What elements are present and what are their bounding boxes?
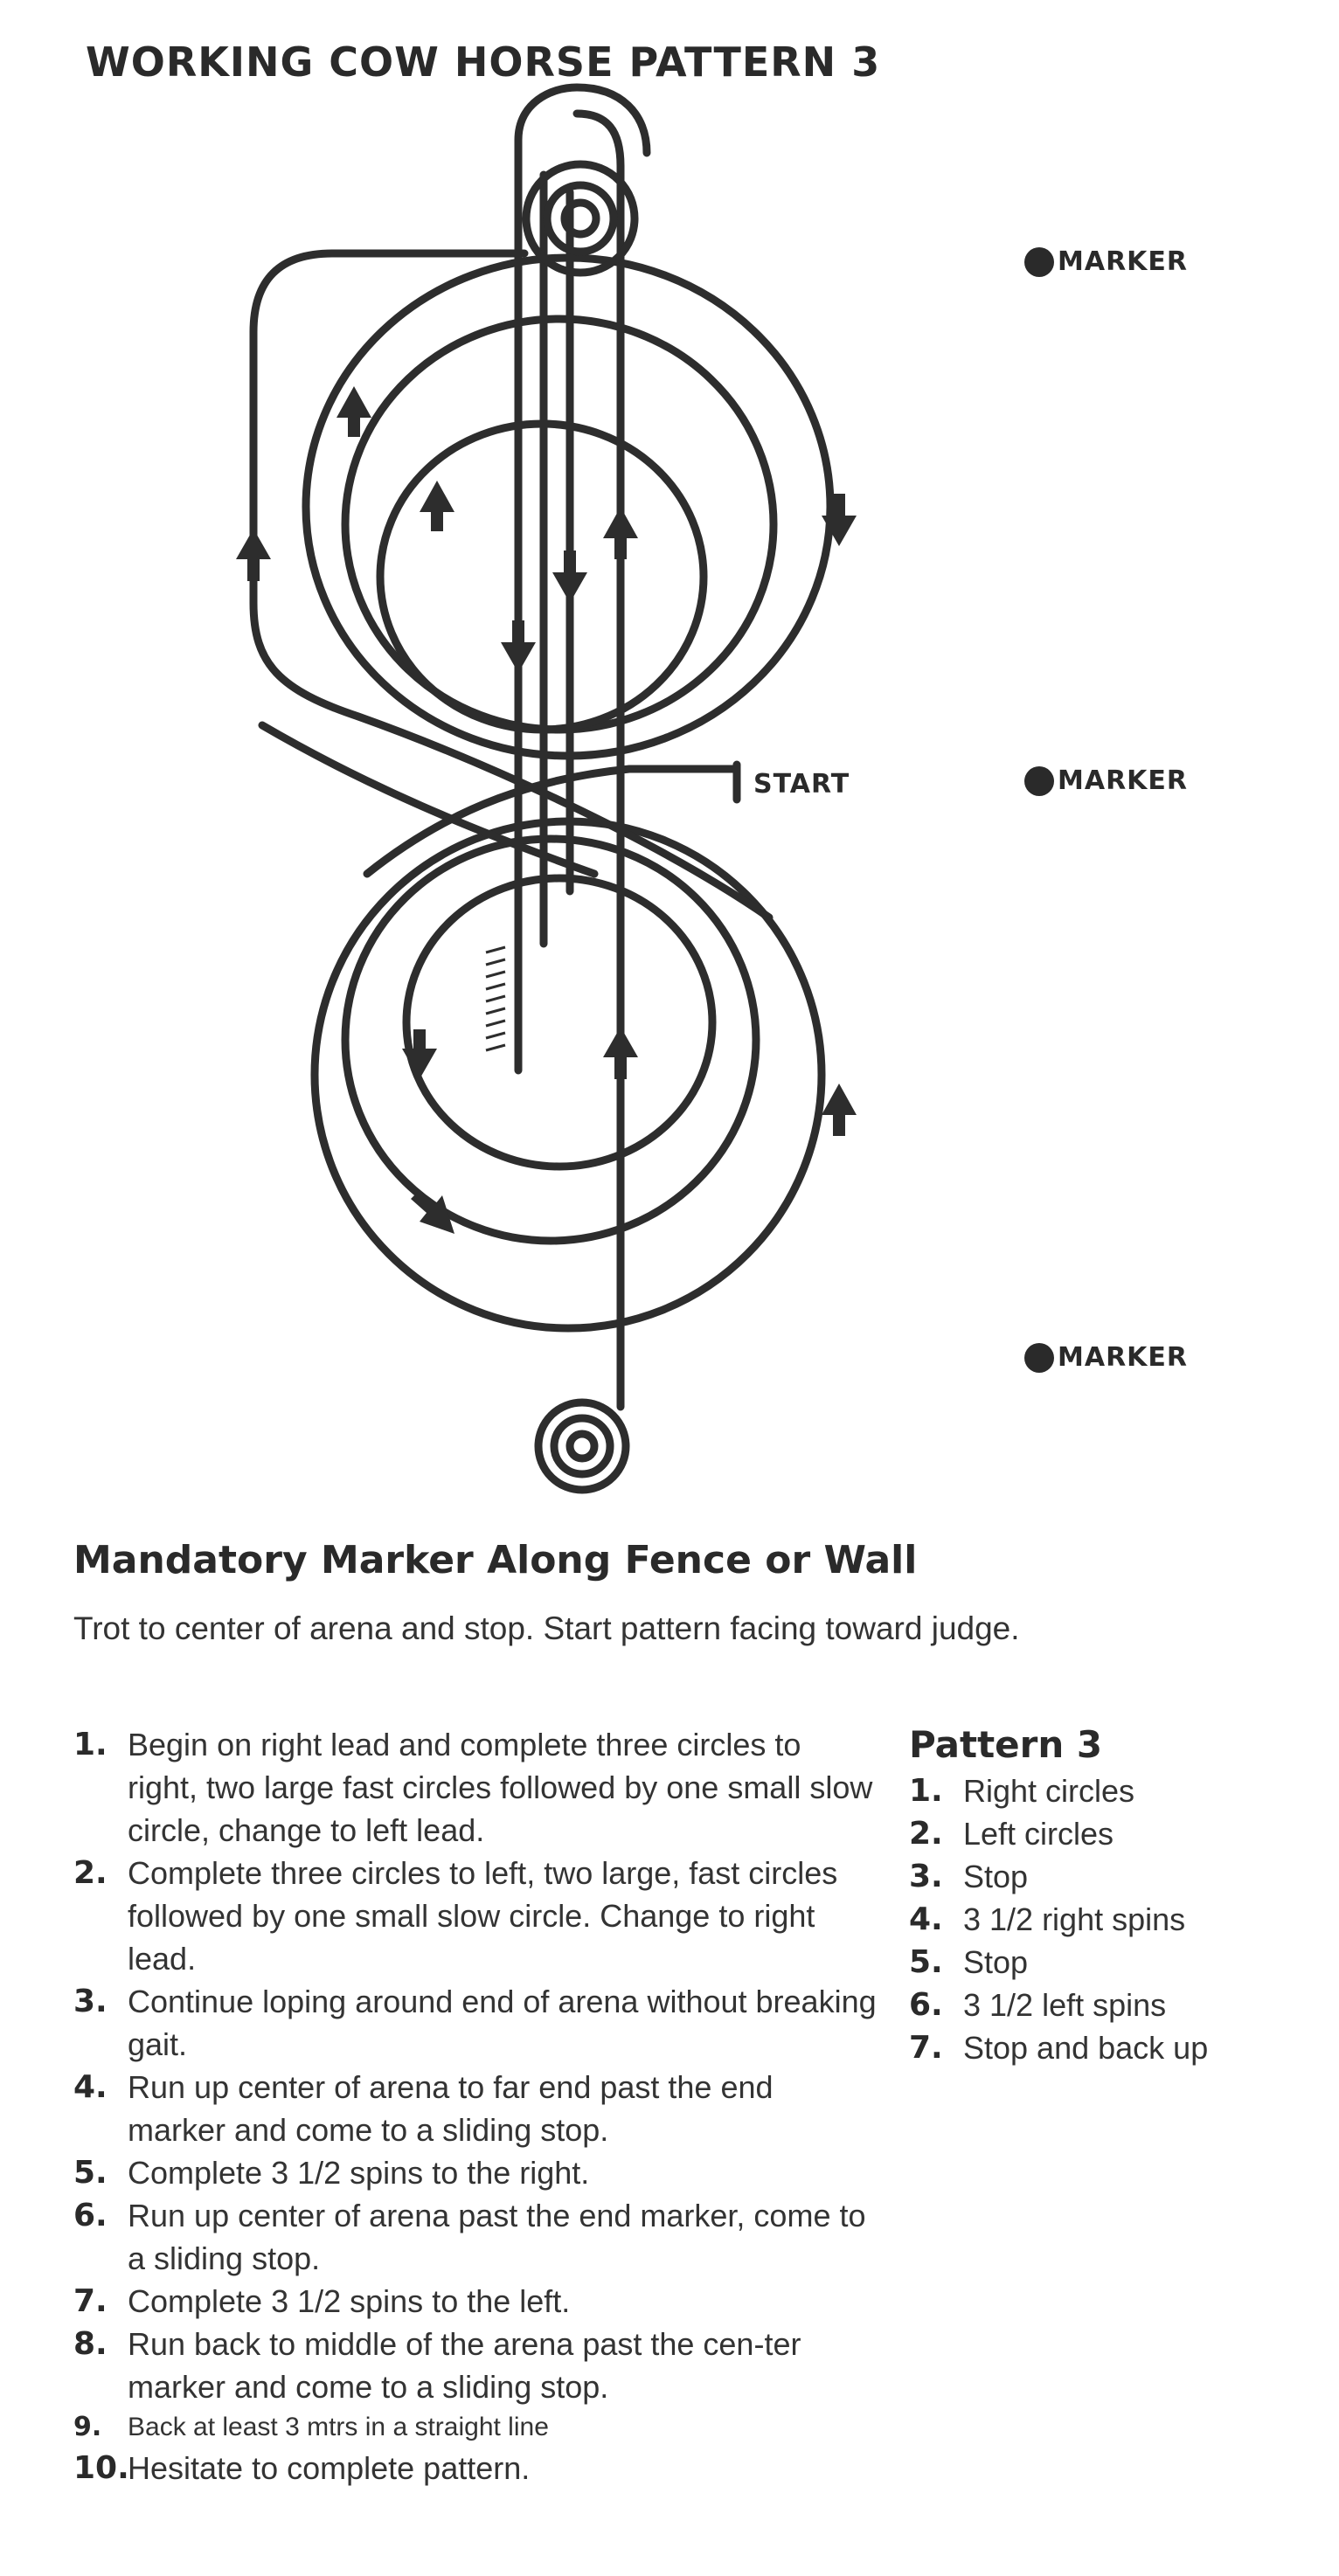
summary-number: 6.	[909, 1987, 943, 2023]
summary-number: 3.	[909, 1859, 943, 1894]
summary-text: 3 1/2 right spins	[963, 1901, 1186, 1937]
top-spin-circle-outer	[522, 160, 639, 277]
list-item: 1. Begin on right lead and complete three…	[73, 1723, 878, 1852]
step-number: 8.	[73, 2326, 108, 2362]
top-spin-circle-inner	[543, 181, 618, 256]
arrow-down-lower-left	[402, 1029, 437, 1079]
list-item: 5. Complete 3 1/2 spins to the right.	[73, 2151, 878, 2194]
summary-number: 1.	[909, 1773, 943, 1809]
list-item: 7. Complete 3 1/2 spins to the left.	[73, 2280, 878, 2323]
marker-dot-icon	[1024, 246, 1054, 277]
crossing-line-a	[363, 765, 739, 878]
page-title: WORKING COW HORSE PATTERN 3	[86, 38, 881, 86]
marker-dot-icon	[1024, 765, 1054, 796]
summary-number: 4.	[909, 1901, 943, 1937]
list-item: 2. Complete three circles to left, two la…	[73, 1852, 878, 1980]
list-item: 7. Stop and back up	[909, 2026, 1208, 2069]
marker-label: MARKER	[1058, 1342, 1189, 1373]
arrow-up-upper-small	[420, 481, 454, 531]
marker-label: MARKER	[1058, 765, 1189, 796]
step-text: Complete 3 1/2 spins to the left.	[128, 2283, 571, 2319]
step-number: 7.	[73, 2283, 108, 2319]
summary-number: 7.	[909, 2030, 943, 2066]
lower-middle-circle	[341, 834, 760, 1245]
step-text: Hesitate to complete pattern.	[128, 2450, 531, 2486]
bottom-spin-circle-core	[565, 1430, 599, 1463]
arrow-diag-lower-left	[411, 1190, 454, 1234]
summary-text: 3 1/2 left spins	[963, 1987, 1167, 2023]
list-item: 6. Run up center of arena past the end ma…	[73, 2194, 878, 2280]
step-text: Begin on right lead and complete three c…	[128, 1727, 873, 1848]
arrow-down-right-upper	[822, 494, 857, 546]
marker-label: MARKER	[1058, 246, 1189, 277]
intro-text: Trot to center of arena and stop. Start …	[73, 1610, 1020, 1646]
bottom-spin-circle-inner	[550, 1414, 614, 1478]
step-number: 10.	[73, 2450, 129, 2486]
pattern-diagram	[236, 83, 857, 1494]
summary-text: Left circles	[963, 1816, 1114, 1852]
list-item: 1. Right circles	[909, 1769, 1208, 1812]
centerline-right	[572, 109, 625, 1411]
summary-text: Stop and back up	[963, 2030, 1209, 2066]
step-number: 3.	[73, 1984, 108, 2019]
list-item: 3. Stop	[909, 1855, 1208, 1898]
step-number: 5.	[73, 2155, 108, 2191]
arrow-down-centerline-inner	[501, 620, 536, 673]
bottom-spin-circle-outer	[534, 1398, 630, 1494]
step-text: Run back to middle of the arena past the…	[128, 2326, 801, 2405]
step-number: 2.	[73, 1855, 108, 1891]
step-number: 6.	[73, 2198, 108, 2233]
arrow-up-upper-outer	[336, 386, 371, 437]
section-heading: Mandatory Marker Along Fence or Wall	[73, 1538, 918, 1582]
arrow-up-centerline-right	[603, 507, 638, 559]
marker-bottom: MARKER	[1024, 1342, 1188, 1373]
step-text: Continue loping around end of arena with…	[128, 1984, 877, 2062]
steps-list: 1. Begin on right lead and complete three…	[73, 1723, 878, 2489]
sliding-stop-marks	[485, 945, 506, 1052]
centerline-left	[514, 83, 651, 1075]
arrow-down-centerline-mid	[552, 551, 587, 603]
list-item: 3. Continue loping around end of arena wi…	[73, 1980, 878, 2066]
marker-middle: MARKER	[1024, 765, 1188, 796]
arrow-up-left-outer	[236, 529, 271, 581]
summary-number: 5.	[909, 1944, 943, 1980]
summary-number: 2.	[909, 1816, 943, 1852]
step-text: Back at least 3 mtrs in a straight line	[128, 2413, 549, 2441]
list-item: 10. Hesitate to complete pattern.	[73, 2447, 878, 2489]
outer-loop-path	[249, 249, 774, 922]
list-item: 4. 3 1/2 right spins	[909, 1898, 1208, 1941]
step-text: Run up center of arena to far end past t…	[128, 2069, 774, 2148]
step-number: 9.	[73, 2412, 102, 2442]
top-spin-circle-core	[560, 198, 600, 239]
summary-text: Stop	[963, 1859, 1029, 1894]
step-number: 4.	[73, 2069, 108, 2105]
start-label: START	[753, 769, 850, 800]
list-item: 5. Stop	[909, 1941, 1208, 1984]
summary-list: 1. Right circles 2. Left circles 3. Stop 4.…	[909, 1769, 1208, 2069]
pattern-summary: Pattern 3 1. Right circles 2. Left circles…	[909, 1723, 1208, 2069]
step-number: 1.	[73, 1727, 108, 1762]
summary-text: Right circles	[963, 1773, 1135, 1809]
summary-text: Stop	[963, 1944, 1029, 1980]
step-text: Complete three circles to left, two larg…	[128, 1855, 838, 1977]
list-item: 2. Left circles	[909, 1812, 1208, 1855]
step-text: Complete 3 1/2 spins to the right.	[128, 2155, 590, 2191]
marker-dot-icon	[1024, 1342, 1054, 1373]
list-item: 6. 3 1/2 left spins	[909, 1984, 1208, 2026]
list-item: 8. Run back to middle of the arena past t…	[73, 2323, 878, 2408]
list-item: 9. Back at least 3 mtrs in a straight lin…	[73, 2408, 878, 2447]
step-text: Run up center of arena past the end mark…	[128, 2198, 866, 2276]
lower-small-circle	[402, 874, 717, 1171]
arrow-up-lower-center	[603, 1027, 638, 1079]
list-item: 4. Run up center of arena to far end past…	[73, 2066, 878, 2151]
summary-title: Pattern 3	[909, 1723, 1103, 1766]
arrow-up-lower-right	[822, 1084, 857, 1136]
marker-top: MARKER	[1024, 246, 1188, 277]
